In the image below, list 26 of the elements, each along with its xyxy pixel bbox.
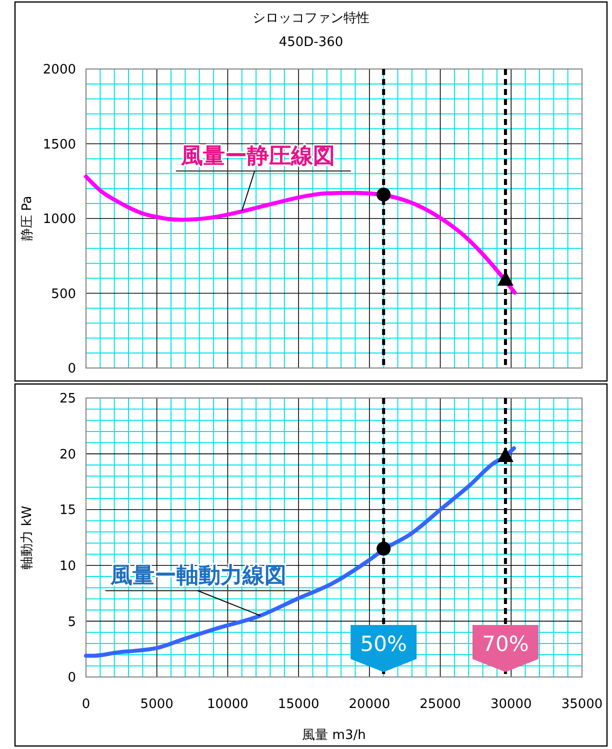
x-tick-label: 5000 [140,697,174,712]
y-tick-label: 5 [68,614,76,630]
x-tick-label: 20000 [348,697,390,712]
annotation: 70% [482,632,529,656]
x-tick-label: 35000 [561,697,603,712]
y-tick-label: 10 [59,558,76,574]
x-tick-label: 30000 [490,697,532,712]
x-tick-label: 25000 [420,697,461,712]
y-tick-label: 2000 [42,62,76,78]
annotation: 50% [360,632,407,656]
x-tick-label: 10000 [207,697,248,712]
y-tick-label: 0 [68,362,76,377]
y-tick-label: 15 [59,503,76,518]
x-tick-label: 0 [82,697,90,712]
y-tick-label: 20 [59,447,76,462]
y-tick-label: 500 [51,286,76,302]
y-tick-label: 1500 [42,137,76,152]
chart-subtitle: 450D-360 [278,35,344,50]
y-tick-label: 0 [68,670,76,686]
y-tick-label: 25 [59,392,76,407]
y-axis-title: 静圧 Pa [20,196,35,242]
x-axis-title: 風量 m3/h [302,728,366,743]
chart-title: シロッコファン特性 [252,11,370,26]
y-axis-title: 軸動力 kW [20,506,35,570]
y-tick-label: 1000 [42,212,76,228]
x-tick-label: 15000 [278,697,320,712]
